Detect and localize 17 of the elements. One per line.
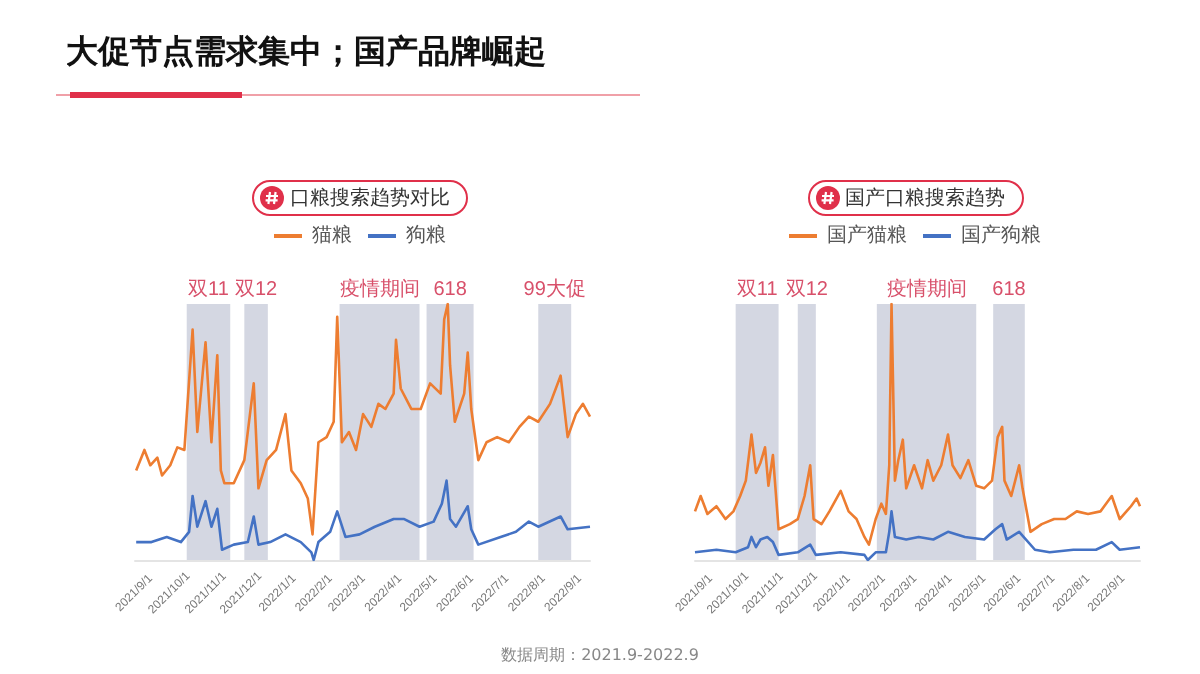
chart-title: 国产口粮搜索趋势 — [845, 185, 1005, 212]
chart-title: 口粮搜索趋势对比 — [290, 185, 450, 212]
band-label: 双11 — [736, 279, 779, 301]
band-label: 双11 — [188, 279, 230, 301]
band-label: 双12 — [234, 279, 279, 301]
band-label: 疫情期间 — [339, 277, 420, 301]
text: 大促节点需求集中；国产品牌崛起 — [66, 32, 546, 74]
text: 数据周期：2021.9-2022.9 — [499, 644, 701, 666]
legend-label: 猫粮 — [312, 223, 352, 247]
band-label: 疫情期间 — [886, 277, 967, 301]
legend-label: 国产猫粮 — [827, 223, 907, 247]
band-label: 双12 — [785, 279, 829, 301]
legend-label: 狗粮 — [406, 223, 446, 247]
band-label: 618 — [433, 279, 468, 301]
legend-label: 国产狗粮 — [961, 223, 1041, 247]
band-label: 618 — [992, 279, 1027, 301]
band-label: 99大促 — [523, 277, 586, 301]
